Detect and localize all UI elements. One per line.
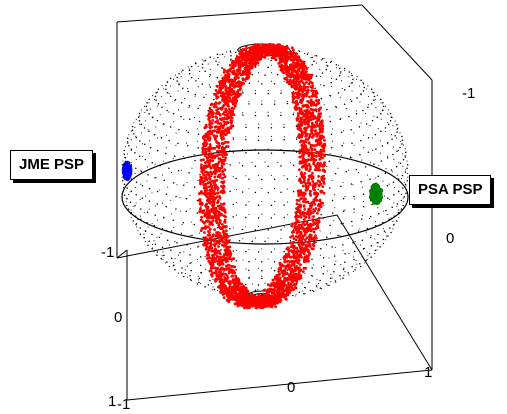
bounding-box-frame xyxy=(116,4,433,401)
tick-bottom-mid: 0 xyxy=(287,379,295,396)
tick-right-top: -1 xyxy=(462,85,475,102)
frame-top-edge xyxy=(116,4,363,23)
blue-cluster xyxy=(121,160,133,181)
tick-right-mid: 0 xyxy=(446,230,454,247)
tick-right-bottom: 1 xyxy=(424,364,432,381)
tick-left-mid: 0 xyxy=(114,309,122,326)
frame-right-top-edge xyxy=(361,4,433,81)
jme-psp-label: JME PSP xyxy=(10,150,94,180)
green-cluster xyxy=(368,182,384,206)
psa-psp-label: PSA PSP xyxy=(409,175,492,205)
frame-bottom-front xyxy=(126,369,433,401)
tick-left-top: -1 xyxy=(101,244,114,261)
tick-bottom-left: -1 xyxy=(117,396,130,413)
frame-left-diagonal xyxy=(116,249,128,259)
red-band-cluster xyxy=(197,43,327,310)
frame-mid-diagonal xyxy=(116,214,433,371)
equator-ring xyxy=(121,149,409,245)
tick-left-bottom: 1 xyxy=(108,393,116,410)
